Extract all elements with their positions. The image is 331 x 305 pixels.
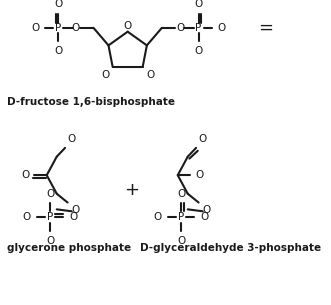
Text: O: O [218, 23, 226, 33]
Text: +: + [124, 181, 139, 199]
Text: =: = [258, 19, 273, 37]
Text: O: O [46, 189, 54, 199]
Text: O: O [23, 212, 31, 222]
Text: O: O [176, 23, 184, 33]
Text: P: P [47, 212, 53, 222]
Text: O: O [68, 134, 76, 144]
Text: O: O [72, 205, 80, 215]
Text: O: O [21, 170, 29, 180]
Text: O: O [200, 212, 209, 222]
Text: O: O [123, 21, 132, 31]
Text: O: O [69, 212, 77, 222]
Text: P: P [196, 23, 202, 33]
Text: O: O [177, 189, 185, 199]
Text: O: O [31, 23, 39, 33]
Text: O: O [195, 46, 203, 56]
Text: O: O [195, 0, 203, 9]
Text: P: P [55, 23, 62, 33]
Text: O: O [203, 205, 211, 215]
Text: O: O [71, 23, 79, 33]
Text: O: O [195, 170, 204, 180]
Text: D-fructose 1,6-bisphosphate: D-fructose 1,6-bisphosphate [7, 97, 175, 107]
Text: O: O [154, 212, 162, 222]
Text: O: O [101, 70, 109, 80]
Text: D-glyceraldehyde 3-phosphate: D-glyceraldehyde 3-phosphate [140, 243, 321, 253]
Text: O: O [46, 235, 54, 246]
Text: O: O [146, 70, 154, 80]
Text: O: O [54, 46, 63, 56]
Text: O: O [54, 0, 63, 9]
Text: O: O [199, 134, 207, 144]
Text: O: O [177, 235, 185, 246]
Text: glycerone phosphate: glycerone phosphate [7, 243, 131, 253]
Text: P: P [178, 212, 184, 222]
